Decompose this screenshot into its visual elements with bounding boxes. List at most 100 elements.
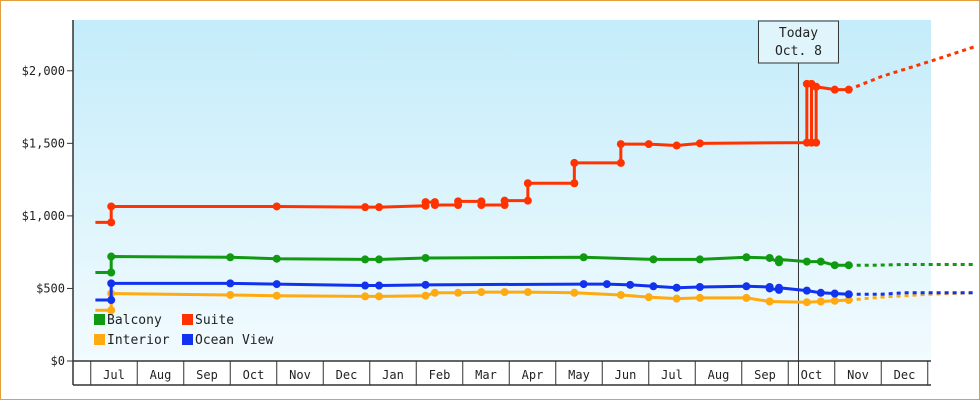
data-point: [421, 291, 430, 300]
data-point: [774, 283, 783, 292]
x-tick-label: Mar: [475, 368, 497, 382]
data-point: [523, 288, 532, 297]
series-suite: [95, 45, 975, 227]
x-tick-label: Apr: [522, 368, 544, 382]
x-tick-label: Dec: [894, 368, 916, 382]
data-point: [500, 288, 509, 297]
today-label: Today: [779, 26, 818, 41]
data-point: [375, 281, 384, 290]
data-point: [844, 290, 853, 299]
data-point: [616, 158, 625, 167]
data-point: [107, 306, 116, 315]
data-point: [844, 85, 853, 94]
x-tick-label: Jun: [615, 368, 637, 382]
legend-swatch-ocean-view: [182, 334, 193, 345]
y-tick-label: $0: [51, 354, 65, 368]
data-point: [765, 297, 774, 306]
data-point: [107, 268, 116, 277]
data-point: [454, 197, 463, 206]
data-point: [523, 196, 532, 205]
data-point: [844, 261, 853, 270]
data-point: [802, 257, 811, 266]
legend-swatch-balcony: [94, 314, 105, 325]
data-point: [774, 255, 783, 264]
x-axis: Jul Aug Sep Oct Nov Dec Jan Feb Mar Apr May Jun Jul A…: [73, 360, 931, 386]
x-tick-label: Aug: [150, 368, 172, 382]
data-point: [107, 279, 116, 288]
data-point: [844, 296, 853, 305]
plot-background: [73, 20, 931, 361]
y-tick-label: $1,000: [22, 209, 65, 223]
data-point: [830, 85, 839, 94]
data-point: [421, 253, 430, 262]
data-point: [579, 280, 588, 289]
legend: Balcony Suite Interior Ocean View: [94, 313, 273, 348]
data-point: [602, 280, 611, 289]
data-point: [375, 292, 384, 301]
today-marker: Today Oct. 8: [757, 20, 839, 385]
data-point: [421, 198, 430, 207]
data-point: [802, 298, 811, 307]
x-tick-label: Oct: [801, 368, 823, 382]
x-tick-label: Jul: [103, 368, 125, 382]
data-point: [802, 286, 811, 295]
y-tick-label: $2,000: [22, 64, 65, 78]
y-tick-label: $500: [36, 281, 65, 295]
data-point: [361, 281, 370, 290]
series-balcony: [95, 252, 975, 277]
series-ocean-view: [95, 279, 975, 305]
data-point: [375, 203, 384, 212]
y-axis: $0 $500 $1,000 $1,500 $2,000: [22, 20, 74, 385]
data-point: [616, 140, 625, 149]
legend-label-ocean-view: Ocean View: [195, 333, 273, 348]
data-point: [361, 203, 370, 212]
data-point: [226, 290, 235, 299]
data-point: [672, 294, 681, 303]
data-point: [361, 292, 370, 301]
data-point: [570, 288, 579, 297]
data-point: [812, 82, 821, 91]
data-point: [107, 252, 116, 261]
data-point: [644, 293, 653, 302]
data-point: [830, 289, 839, 298]
data-point: [579, 253, 588, 262]
legend-label-suite: Suite: [195, 313, 234, 328]
data-point: [672, 283, 681, 292]
data-point: [570, 179, 579, 188]
data-point: [523, 179, 532, 188]
data-point: [616, 290, 625, 299]
data-point: [226, 279, 235, 288]
data-point: [644, 140, 653, 149]
x-tick-label: Oct: [243, 368, 265, 382]
data-point: [500, 196, 509, 205]
data-point: [816, 288, 825, 297]
data-point: [477, 288, 486, 297]
data-point: [421, 280, 430, 289]
x-tick-label: Aug: [708, 368, 730, 382]
data-point: [695, 139, 704, 148]
data-point: [830, 261, 839, 270]
series-projection-balcony: [848, 263, 975, 267]
x-tick-label: Sep: [754, 368, 776, 382]
data-point: [742, 293, 751, 302]
data-point: [695, 293, 704, 302]
data-point: [107, 296, 116, 305]
x-tick-label: Jan: [382, 368, 404, 382]
legend-label-balcony: Balcony: [107, 313, 162, 328]
data-point: [477, 201, 486, 210]
x-tick-label: May: [568, 368, 590, 382]
data-point: [430, 288, 439, 297]
data-point: [695, 255, 704, 264]
data-point: [830, 296, 839, 305]
data-point: [272, 254, 281, 263]
data-point: [226, 253, 235, 262]
data-point: [742, 282, 751, 291]
data-point: [816, 257, 825, 266]
data-point: [454, 288, 463, 297]
series-projection-ocean-view: [848, 291, 975, 296]
data-point: [742, 253, 751, 262]
series-interior: [95, 288, 975, 315]
series-projection-interior: [848, 291, 975, 302]
